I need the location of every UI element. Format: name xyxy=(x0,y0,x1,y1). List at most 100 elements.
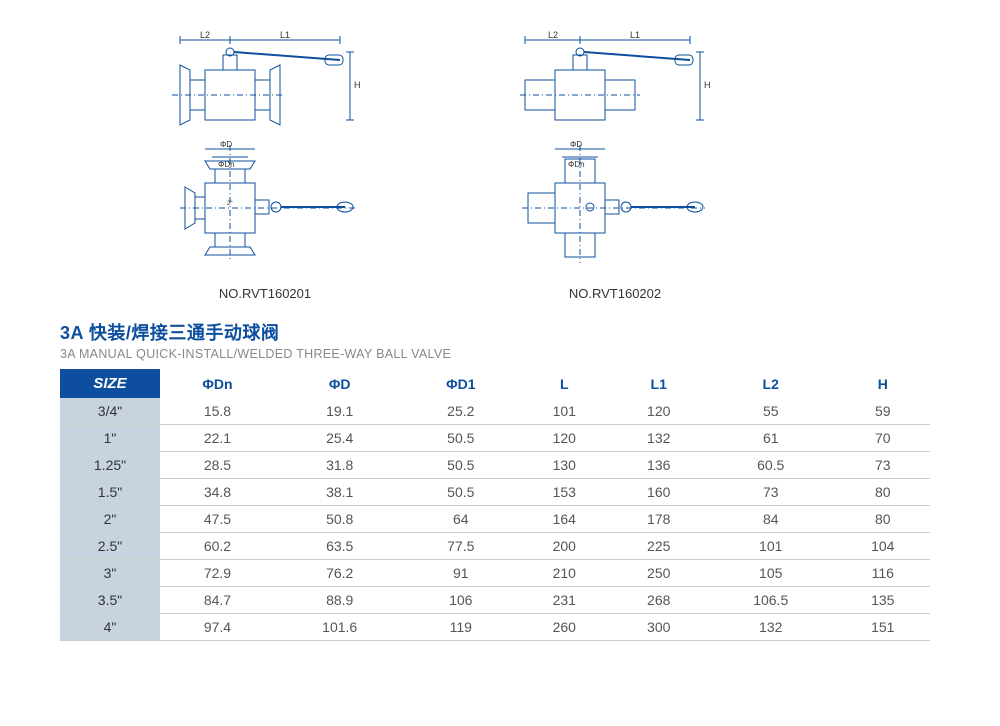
data-cell: 76.2 xyxy=(275,560,405,587)
col-size: SIZE xyxy=(60,369,160,398)
data-cell: 64 xyxy=(405,506,518,533)
col-dn: ΦDn xyxy=(160,369,275,398)
data-cell: 59 xyxy=(836,398,930,425)
data-cell: 268 xyxy=(612,587,706,614)
col-h: H xyxy=(836,369,930,398)
size-cell: 1" xyxy=(60,425,160,452)
data-cell: 88.9 xyxy=(275,587,405,614)
spec-table-head: SIZE ΦDn ΦD ΦD1 L L1 L2 H xyxy=(60,369,930,398)
col-d1: ΦD1 xyxy=(405,369,518,398)
svg-text:L2: L2 xyxy=(200,30,210,40)
data-cell: 231 xyxy=(517,587,611,614)
data-cell: 106 xyxy=(405,587,518,614)
data-cell: 50.8 xyxy=(275,506,405,533)
data-cell: 101 xyxy=(517,398,611,425)
data-cell: 119 xyxy=(405,614,518,641)
svg-text:ΦD: ΦD xyxy=(570,140,582,149)
table-row: 3/4"15.819.125.21011205559 xyxy=(60,398,930,425)
col-l: L xyxy=(517,369,611,398)
data-cell: 178 xyxy=(612,506,706,533)
data-cell: 50.5 xyxy=(405,479,518,506)
table-row: 2"47.550.8641641788480 xyxy=(60,506,930,533)
data-cell: 55 xyxy=(706,398,836,425)
data-cell: 84 xyxy=(706,506,836,533)
data-cell: 72.9 xyxy=(160,560,275,587)
diagrams-row: L2 L1 xyxy=(0,0,1000,301)
col-l2: L2 xyxy=(706,369,836,398)
data-cell: 101 xyxy=(706,533,836,560)
data-cell: 132 xyxy=(612,425,706,452)
data-cell: 19.1 xyxy=(275,398,405,425)
size-cell: 3.5" xyxy=(60,587,160,614)
data-cell: 34.8 xyxy=(160,479,275,506)
data-cell: 250 xyxy=(612,560,706,587)
size-cell: 3" xyxy=(60,560,160,587)
data-cell: 160 xyxy=(612,479,706,506)
size-cell: 1.5" xyxy=(60,479,160,506)
svg-text:L2: L2 xyxy=(548,30,558,40)
data-cell: 25.4 xyxy=(275,425,405,452)
svg-text:L1: L1 xyxy=(280,30,290,40)
svg-text:H: H xyxy=(704,80,711,90)
svg-text:L1: L1 xyxy=(630,30,640,40)
spec-table: SIZE ΦDn ΦD ΦD1 L L1 L2 H 3/4"15.819.125… xyxy=(60,369,930,641)
table-row: 2.5"60.263.577.5200225101104 xyxy=(60,533,930,560)
data-cell: 77.5 xyxy=(405,533,518,560)
svg-text:ΦD: ΦD xyxy=(220,140,232,149)
data-cell: 225 xyxy=(612,533,706,560)
data-cell: 151 xyxy=(836,614,930,641)
table-row: 1.25"28.531.850.513013660.573 xyxy=(60,452,930,479)
col-d: ΦD xyxy=(275,369,405,398)
spec-table-body: 3/4"15.819.125.210112055591"22.125.450.5… xyxy=(60,398,930,641)
data-cell: 105 xyxy=(706,560,836,587)
svg-text:ΦDn: ΦDn xyxy=(568,160,585,169)
table-row: 1"22.125.450.51201326170 xyxy=(60,425,930,452)
data-cell: 300 xyxy=(612,614,706,641)
data-cell: 116 xyxy=(836,560,930,587)
size-cell: 1.25" xyxy=(60,452,160,479)
diagram-right-svg: L2 L1 H xyxy=(500,30,730,280)
data-cell: 47.5 xyxy=(160,506,275,533)
data-cell: 73 xyxy=(706,479,836,506)
size-cell: 3/4" xyxy=(60,398,160,425)
data-cell: 80 xyxy=(836,506,930,533)
data-cell: 260 xyxy=(517,614,611,641)
data-cell: 63.5 xyxy=(275,533,405,560)
data-cell: 130 xyxy=(517,452,611,479)
data-cell: 136 xyxy=(612,452,706,479)
table-row: 3.5"84.788.9106231268106.5135 xyxy=(60,587,930,614)
data-cell: 80 xyxy=(836,479,930,506)
part-no-left: NO.RVT160201 xyxy=(219,286,311,301)
diagram-left-svg: L2 L1 xyxy=(150,30,380,280)
title-block: 3A 快装/焊接三通手动球阀 3A MANUAL QUICK-INSTALL/W… xyxy=(60,319,1000,361)
table-row: 3"72.976.291210250105116 xyxy=(60,560,930,587)
col-l1: L1 xyxy=(612,369,706,398)
data-cell: 120 xyxy=(612,398,706,425)
table-row: 1.5"34.838.150.51531607380 xyxy=(60,479,930,506)
data-cell: 70 xyxy=(836,425,930,452)
data-cell: 60.2 xyxy=(160,533,275,560)
data-cell: 120 xyxy=(517,425,611,452)
data-cell: 50.5 xyxy=(405,452,518,479)
svg-text:H: H xyxy=(354,80,361,90)
data-cell: 15.8 xyxy=(160,398,275,425)
data-cell: 106.5 xyxy=(706,587,836,614)
data-cell: 104 xyxy=(836,533,930,560)
data-cell: 210 xyxy=(517,560,611,587)
size-cell: 4" xyxy=(60,614,160,641)
data-cell: 84.7 xyxy=(160,587,275,614)
data-cell: 31.8 xyxy=(275,452,405,479)
data-cell: 135 xyxy=(836,587,930,614)
diagram-right: L2 L1 H xyxy=(500,30,730,301)
data-cell: 28.5 xyxy=(160,452,275,479)
data-cell: 164 xyxy=(517,506,611,533)
size-cell: 2.5" xyxy=(60,533,160,560)
data-cell: 91 xyxy=(405,560,518,587)
data-cell: 101.6 xyxy=(275,614,405,641)
diagram-left: L2 L1 xyxy=(150,30,380,301)
data-cell: 50.5 xyxy=(405,425,518,452)
title-cn: 3A 快装/焊接三通手动球阀 xyxy=(60,319,1000,345)
title-en: 3A MANUAL QUICK-INSTALL/WELDED THREE-WAY… xyxy=(60,347,1000,361)
data-cell: 200 xyxy=(517,533,611,560)
data-cell: 25.2 xyxy=(405,398,518,425)
